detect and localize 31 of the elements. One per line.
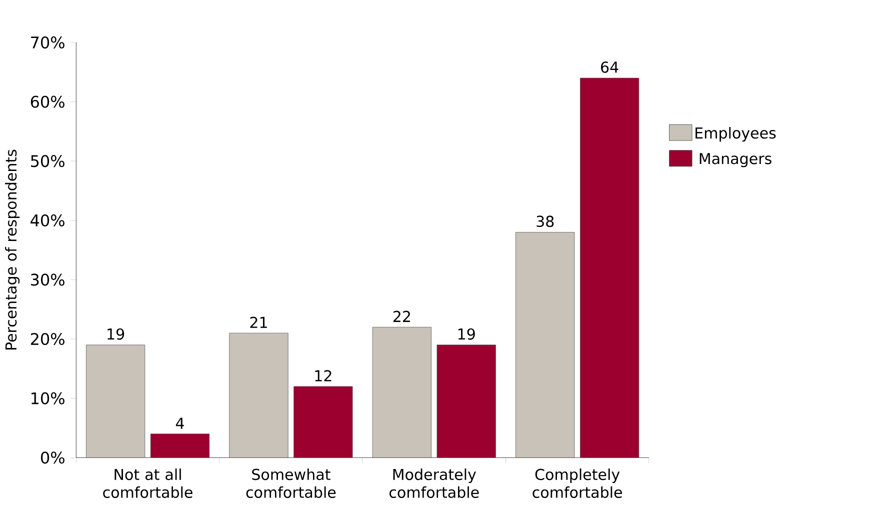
bar xyxy=(436,344,496,458)
legend-label: Managers xyxy=(700,153,772,168)
x-tick-label: Not at all comfortable xyxy=(103,468,192,498)
bar xyxy=(86,344,146,458)
data-label: 12 xyxy=(315,370,332,382)
y-tick-label: 70% xyxy=(31,36,64,49)
y-tick-label: 0% xyxy=(41,452,64,464)
y-tick-label: 30% xyxy=(31,274,64,286)
y-tick-label: 10% xyxy=(32,392,64,404)
y-tick-label: 50% xyxy=(31,155,64,168)
x-tick-label: Completely comfortable xyxy=(532,468,622,498)
data-label: 19 xyxy=(108,328,124,340)
x-tick-label: Moderately comfortable xyxy=(390,468,479,498)
legend-label: Employees xyxy=(696,127,776,142)
bar xyxy=(294,386,353,458)
bar xyxy=(516,232,575,458)
data-label: 19 xyxy=(458,328,475,340)
y-tick-label: 40% xyxy=(30,214,64,226)
bar xyxy=(372,326,432,458)
data-label: 64 xyxy=(601,61,618,73)
bar xyxy=(580,78,640,458)
data-label: 22 xyxy=(393,310,410,322)
data-label: 21 xyxy=(250,316,267,328)
y-tick-label: 60% xyxy=(30,96,64,108)
data-label: 38 xyxy=(536,216,554,228)
y-axis-title: Percentage of respondents xyxy=(5,150,20,350)
data-label: 4 xyxy=(176,418,184,429)
x-tick-label: Somewhat comfortable xyxy=(246,468,336,498)
bar xyxy=(229,332,288,458)
bar xyxy=(150,434,210,458)
y-tick-label: 20% xyxy=(30,332,64,346)
